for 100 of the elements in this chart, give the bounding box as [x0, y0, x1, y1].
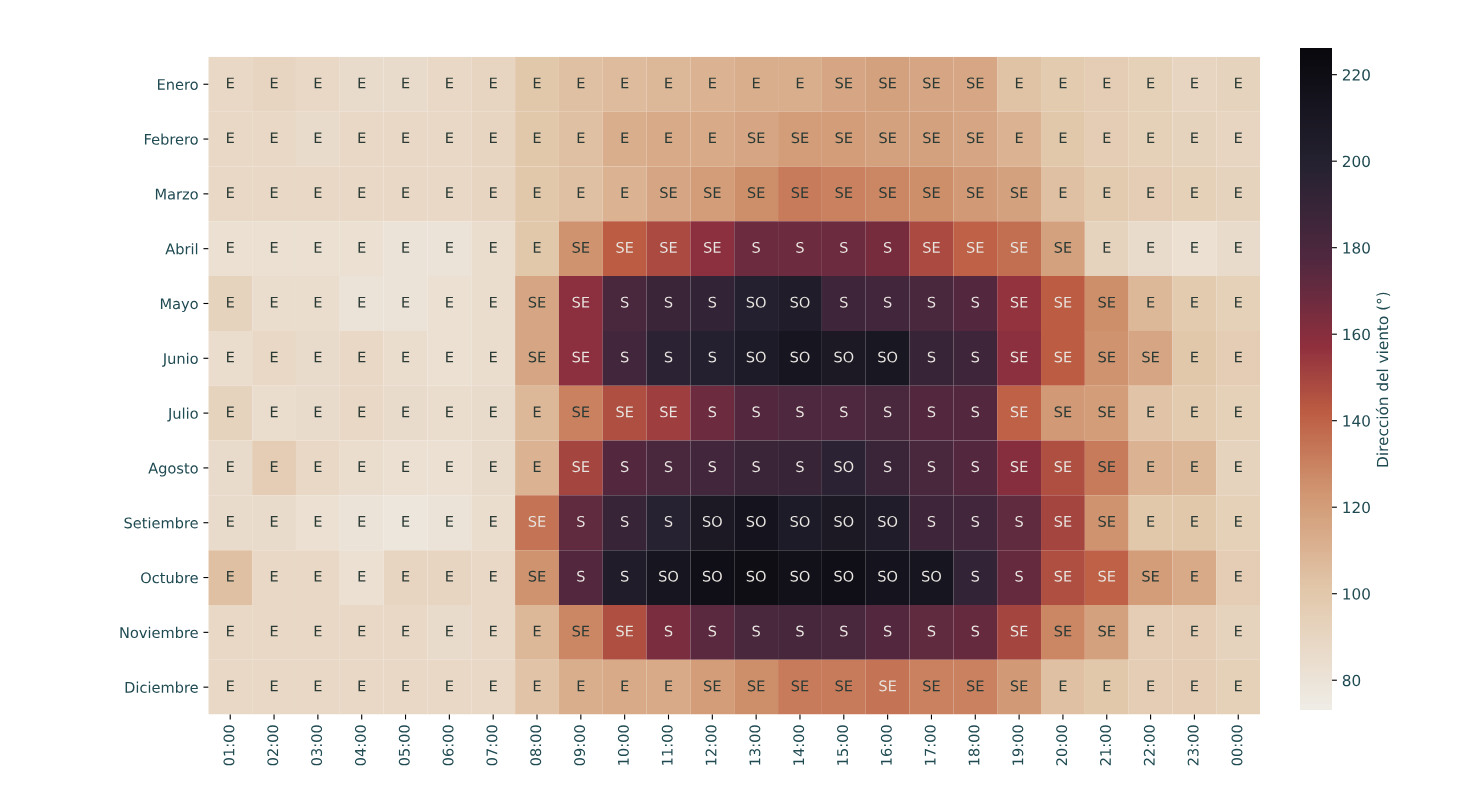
y-tick-label: Julio: [167, 407, 198, 422]
data-label: S: [621, 570, 629, 582]
data-label: SE: [879, 680, 896, 692]
data-label: SE: [967, 241, 984, 253]
data-label: E: [1235, 461, 1242, 472]
data-label: SE: [835, 187, 853, 199]
data-label: SE: [616, 241, 633, 253]
data-label: E: [402, 351, 410, 363]
data-label: E: [358, 351, 366, 363]
data-label: SE: [1098, 461, 1116, 473]
data-label: E: [1235, 625, 1242, 637]
data-label: S: [840, 241, 848, 253]
data-label: E: [1191, 625, 1199, 637]
data-label: E: [533, 680, 541, 692]
color-bar-label: 100: [1343, 588, 1370, 600]
data-label: E: [446, 77, 454, 89]
data-label: E: [402, 461, 410, 472]
data-label: E: [533, 406, 541, 418]
data-label: SO: [702, 570, 722, 582]
y-tick-label: Junio: [162, 352, 198, 367]
data-label: S: [927, 296, 936, 308]
data-label: SE: [1142, 351, 1159, 363]
data-label: SO: [702, 515, 722, 527]
data-label: SO: [834, 570, 854, 582]
data-label: E: [227, 516, 234, 527]
data-label: E: [358, 187, 366, 198]
data-label: SE: [747, 187, 765, 199]
data-label: SE: [1098, 351, 1116, 363]
data-label: SO: [834, 351, 854, 363]
x-tick-label: 23:00: [1187, 725, 1199, 766]
data-label: S: [971, 296, 980, 308]
x-tick-label: 22:00: [1143, 725, 1155, 766]
data-label: E: [1059, 77, 1067, 89]
data-label: E: [227, 680, 234, 692]
data-label: E: [490, 516, 497, 527]
x-tick-label: 00:00: [1231, 725, 1243, 766]
color-bar-label: 200: [1342, 155, 1370, 168]
data-label: S: [971, 461, 980, 473]
data-label: E: [1191, 132, 1199, 144]
data-label: E: [490, 77, 497, 89]
data-label: SE: [1010, 241, 1028, 253]
x-tick-label: 06:00: [442, 725, 454, 766]
data-label: SE: [923, 241, 940, 253]
data-label: SE: [1010, 461, 1028, 473]
data-label: SE: [528, 515, 546, 527]
data-label: SE: [967, 187, 984, 199]
y-tick-label: Marzo: [155, 188, 198, 200]
x-tick-label: 05:00: [398, 725, 410, 766]
data-label: E: [227, 461, 234, 472]
x-tick-label: 13:00: [749, 725, 761, 765]
data-label: E: [1103, 680, 1111, 692]
data-label: E: [314, 187, 322, 198]
data-label: S: [883, 406, 892, 418]
data-label: S: [708, 406, 717, 418]
data-label: S: [752, 406, 760, 418]
y-tick-label: Mayo: [160, 298, 198, 313]
data-label: SE: [1010, 296, 1028, 308]
data-label: SO: [746, 515, 766, 527]
data-label: S: [927, 515, 936, 527]
data-label: E: [490, 132, 497, 144]
data-label: E: [1191, 406, 1199, 418]
data-label: E: [1235, 132, 1242, 144]
data-label: SE: [879, 77, 896, 89]
data-label: E: [270, 680, 278, 692]
data-label: E: [1147, 406, 1155, 418]
data-label: SO: [790, 296, 810, 308]
data-label: SE: [967, 680, 984, 692]
data-label: SO: [790, 351, 810, 363]
data-label: S: [883, 296, 892, 308]
data-label: E: [1147, 77, 1155, 89]
data-label: E: [314, 351, 322, 363]
data-label: S: [971, 570, 980, 582]
x-tick-label: 03:00: [311, 725, 323, 766]
data-label: E: [314, 242, 322, 253]
data-label: E: [533, 461, 541, 472]
data-label: S: [621, 461, 629, 473]
data-label: E: [446, 570, 454, 582]
data-label: E: [490, 406, 497, 418]
data-label: E: [270, 406, 278, 418]
data-label: S: [752, 461, 760, 473]
data-label: SE: [1054, 406, 1072, 418]
data-label: SO: [746, 296, 766, 308]
data-label: E: [314, 132, 322, 144]
x-tick-label: 20:00: [1056, 725, 1068, 766]
data-label: SE: [1098, 515, 1116, 527]
data-label: E: [227, 296, 234, 308]
data-label: SE: [1010, 351, 1028, 363]
data-label: S: [708, 625, 717, 637]
data-label: SE: [1054, 351, 1072, 363]
data-label: E: [490, 625, 497, 637]
data-label: S: [1015, 570, 1023, 582]
data-label: E: [1235, 296, 1242, 308]
data-label: SE: [704, 187, 721, 199]
data-label: SO: [834, 515, 854, 527]
data-label: E: [1191, 516, 1199, 527]
data-label: E: [314, 77, 322, 89]
data-label: SE: [704, 241, 721, 253]
data-label: E: [446, 296, 454, 308]
y-tick-label: Octubre: [141, 571, 198, 584]
data-label: E: [314, 570, 322, 582]
